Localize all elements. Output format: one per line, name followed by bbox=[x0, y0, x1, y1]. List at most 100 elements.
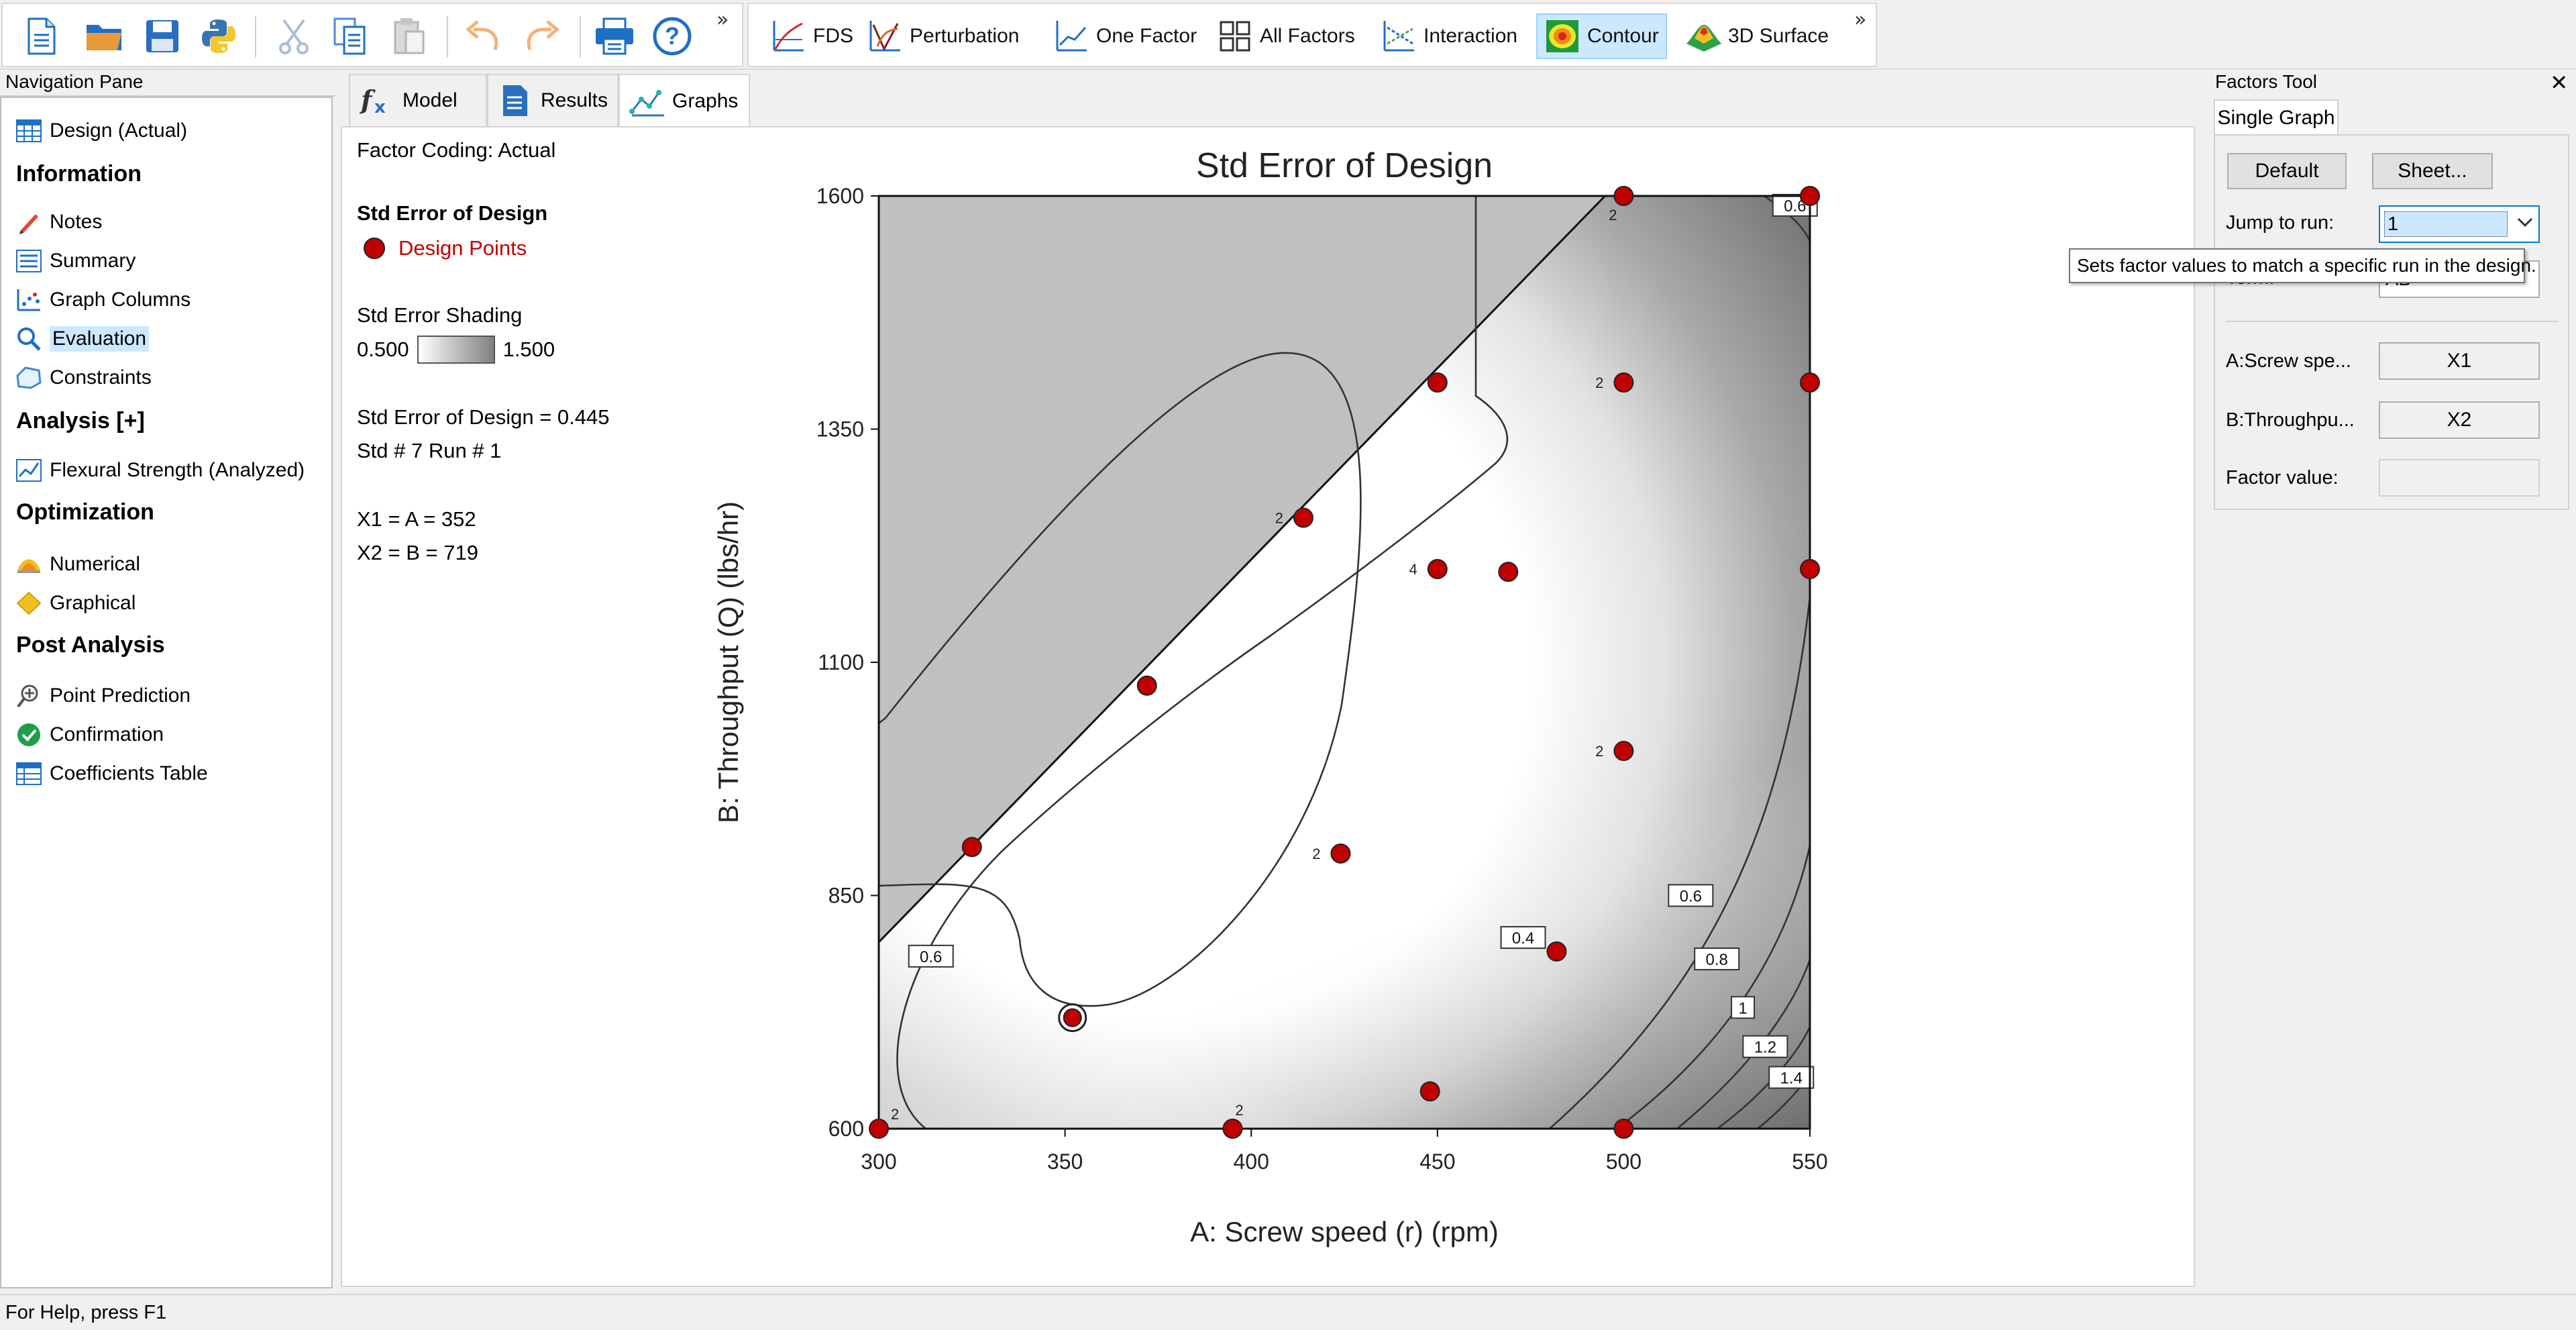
factor-value-field[interactable] bbox=[2379, 459, 2540, 497]
contour-line-0.4 bbox=[879, 352, 1362, 1007]
all-factors-button[interactable]: All Factors bbox=[1210, 13, 1362, 59]
toolbar-separator bbox=[255, 16, 256, 58]
undo-icon[interactable] bbox=[463, 15, 506, 58]
tab-graphs[interactable]: Graphs bbox=[619, 74, 750, 127]
design-point-count-label: 2 bbox=[1235, 1102, 1243, 1119]
selected-design-point bbox=[1063, 1008, 1082, 1027]
nav-item-graphical[interactable]: Graphical bbox=[15, 586, 136, 620]
contour-label-box bbox=[1694, 948, 1740, 971]
contour-label-box bbox=[1768, 1066, 1815, 1089]
interaction-label: Interaction bbox=[1424, 25, 1518, 47]
print-icon[interactable] bbox=[593, 15, 636, 58]
save-icon[interactable] bbox=[141, 15, 184, 58]
sheet-button[interactable]: Sheet... bbox=[2372, 153, 2493, 189]
numerical-optimization-icon bbox=[15, 550, 43, 578]
fds-label: FDS bbox=[813, 25, 853, 47]
open-folder-icon[interactable] bbox=[83, 15, 126, 58]
toolbar-separator bbox=[447, 16, 448, 58]
nav-item-coefficients-table[interactable]: Coefficients Table bbox=[15, 757, 208, 790]
tab-results-label: Results bbox=[540, 89, 608, 111]
nav-heading-post-analysis: Post Analysis bbox=[16, 632, 165, 658]
help-icon[interactable]: ? bbox=[651, 15, 694, 58]
design-point bbox=[1427, 559, 1448, 579]
graphs-icon bbox=[629, 84, 664, 119]
shading-scale: 0.500 1.500 bbox=[357, 336, 555, 364]
nav-item-evaluation[interactable]: Evaluation bbox=[15, 322, 150, 356]
chevron-down-icon[interactable] bbox=[2517, 216, 2533, 233]
new-file-icon[interactable] bbox=[20, 15, 63, 58]
interaction-button[interactable]: Interaction bbox=[1374, 13, 1524, 59]
nav-item-numerical[interactable]: Numerical bbox=[15, 548, 140, 581]
nav-item-confirmation[interactable]: Confirmation bbox=[15, 718, 164, 752]
nav-item-flexural-strength[interactable]: Flexural Strength (Analyzed) bbox=[15, 454, 305, 487]
design-point-count-label: 2 bbox=[1312, 846, 1320, 862]
nav-item-notes[interactable]: Notes bbox=[15, 205, 102, 239]
nav-item-design[interactable]: Design (Actual) bbox=[15, 114, 187, 148]
fds-button[interactable]: FDS bbox=[763, 13, 860, 59]
nav-item-point-prediction[interactable]: Point Prediction bbox=[15, 679, 191, 713]
nav-heading-analysis[interactable]: Analysis [+] bbox=[16, 408, 145, 433]
design-point bbox=[869, 1119, 889, 1139]
nav-item-summary[interactable]: Summary bbox=[15, 244, 136, 278]
jump-to-run-select[interactable]: 1 bbox=[2379, 205, 2540, 243]
python-icon[interactable] bbox=[197, 15, 240, 58]
design-point bbox=[1136, 675, 1157, 696]
jump-to-run-value: 1 bbox=[2384, 211, 2508, 237]
svg-text:?: ? bbox=[665, 22, 680, 50]
tab-results[interactable]: Results bbox=[487, 74, 619, 126]
3d-surface-label: 3D Surface bbox=[1728, 25, 1829, 47]
design-point-count-label: 2 bbox=[1595, 374, 1603, 391]
nav-item-constraints[interactable]: Constraints bbox=[15, 361, 152, 395]
close-icon[interactable]: ✕ bbox=[2550, 70, 2568, 95]
summary-list-icon bbox=[15, 247, 43, 275]
design-point bbox=[1222, 1119, 1243, 1139]
design-points-legend: Design Points bbox=[362, 235, 527, 262]
nav-item-label: Numerical bbox=[50, 553, 141, 575]
std-run-text: Std # 7 Run # 1 bbox=[357, 439, 502, 462]
status-bar: For Help, press F1 bbox=[0, 1294, 2576, 1330]
contour-label: 0.6 bbox=[1680, 888, 1702, 906]
navigation-pane: Navigation Pane Design (Actual) Informat… bbox=[0, 70, 335, 1288]
contour-lines bbox=[879, 196, 1810, 1129]
std-error-value-text: Std Error of Design = 0.445 bbox=[357, 405, 610, 429]
3d-surface-button[interactable]: 3D Surface bbox=[1678, 13, 1835, 59]
contour-label-box bbox=[1731, 996, 1756, 1019]
copy-icon[interactable] bbox=[329, 15, 372, 58]
toolbar-overflow-chevron-icon[interactable]: » bbox=[716, 8, 729, 32]
design-point bbox=[1613, 186, 1634, 206]
x1-value-text: X1 = A = 352 bbox=[357, 507, 476, 531]
factors-tool-body: Default Sheet... Jump to run: 1 Term: AB… bbox=[2214, 134, 2569, 510]
paste-icon[interactable] bbox=[388, 15, 431, 58]
one-factor-icon bbox=[1053, 18, 1089, 54]
one-factor-button[interactable]: One Factor bbox=[1046, 13, 1203, 59]
factor-a-label: A:Screw spe... bbox=[2226, 350, 2351, 372]
contour-button[interactable]: Contour bbox=[1536, 13, 1667, 59]
navigation-pane-title: Navigation Pane bbox=[0, 70, 335, 97]
default-button[interactable]: Default bbox=[2227, 153, 2347, 189]
factor-b-axis-button[interactable]: X2 bbox=[2379, 401, 2540, 439]
all-factors-label: All Factors bbox=[1260, 25, 1355, 47]
analysis-chart-icon bbox=[15, 456, 43, 484]
shading-label-text: Std Error Shading bbox=[357, 303, 523, 327]
shading-min-text: 0.500 bbox=[357, 338, 409, 361]
jump-to-run-tooltip: Sets factor values to match a specific r… bbox=[2069, 248, 2536, 283]
redo-icon[interactable] bbox=[519, 15, 562, 58]
tab-single-graph[interactable]: Single Graph bbox=[2214, 99, 2339, 136]
interaction-icon bbox=[1381, 18, 1417, 54]
toolbar: ? » FDS Perturbation One Factor All Fact… bbox=[0, 0, 2576, 70]
cut-icon[interactable] bbox=[272, 15, 315, 58]
design-point bbox=[1419, 1081, 1440, 1102]
graph-panel: Factor Coding: Actual Std Error of Desig… bbox=[341, 126, 2195, 1287]
graph-toolbar-group: FDS Perturbation One Factor All Factors … bbox=[747, 3, 1877, 67]
perturbation-button[interactable]: Perturbation bbox=[860, 13, 1026, 59]
chart-title: Std Error of Design bbox=[1196, 146, 1493, 185]
nav-item-graph-columns[interactable]: Graph Columns bbox=[15, 283, 191, 317]
contour-label: 1.2 bbox=[1754, 1039, 1776, 1057]
factor-coding-text: Factor Coding: Actual bbox=[357, 138, 556, 162]
contour-line-0.6-top bbox=[1764, 196, 1810, 242]
contour-label: 0.6 bbox=[920, 948, 942, 966]
factor-a-axis-button[interactable]: X1 bbox=[2379, 342, 2540, 380]
graph-toolbar-overflow-chevron-icon[interactable]: » bbox=[1854, 8, 1867, 32]
